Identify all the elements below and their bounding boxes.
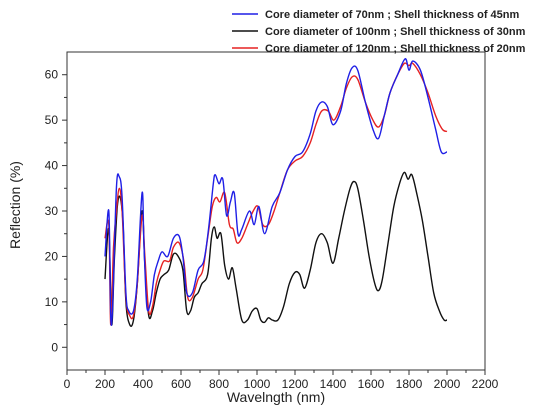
plot-area (66, 51, 486, 371)
y-tick-label: 60 (45, 68, 59, 82)
series-line-3 (104, 62, 448, 326)
y-axis: 0 10 20 30 40 50 60 (45, 68, 67, 354)
y-tick-label: 10 (45, 295, 59, 309)
legend-entry: Core diameter of 120nm ; Shell thickness… (265, 43, 526, 55)
legend-entry: Core diameter of 70nm ; Shell thickness … (265, 9, 520, 21)
x-tick-label: 2200 (472, 377, 499, 391)
x-tick-label: 1800 (396, 377, 423, 391)
y-tick-label: 40 (45, 159, 59, 173)
x-tick-label: 400 (133, 377, 153, 391)
y-axis-label: Reflection (%) (7, 161, 23, 249)
x-tick-label: 1200 (282, 377, 309, 391)
x-tick-label: 1400 (320, 377, 347, 391)
plot-frame (66, 51, 486, 371)
y-tick-label: 50 (45, 113, 59, 127)
series-line-1 (104, 58, 448, 326)
x-tick-label: 800 (209, 377, 229, 391)
series-line-2 (104, 171, 448, 327)
x-tick-label: 2000 (434, 377, 461, 391)
x-tick-label: 600 (171, 377, 191, 391)
x-tick-label: 1000 (244, 377, 271, 391)
y-tick-label: 30 (45, 204, 59, 218)
x-tick-label: 200 (95, 377, 115, 391)
y-tick-label: 0 (51, 340, 58, 354)
x-tick-label: 1600 (358, 377, 385, 391)
x-axis: 0 200 400 600 800 1000 1200 1400 1600 1800 2000 220… (64, 370, 499, 391)
series-layer (104, 58, 448, 327)
legend: Core diameter of 70nm ; Shell thickness … (232, 9, 526, 55)
y-tick-label: 20 (45, 249, 59, 263)
legend-entry: Core diameter of 100nm ; Shell thickness… (265, 26, 526, 38)
x-tick-label: 0 (64, 377, 71, 391)
x-axis-label: Wavelngth (nm) (227, 389, 325, 405)
